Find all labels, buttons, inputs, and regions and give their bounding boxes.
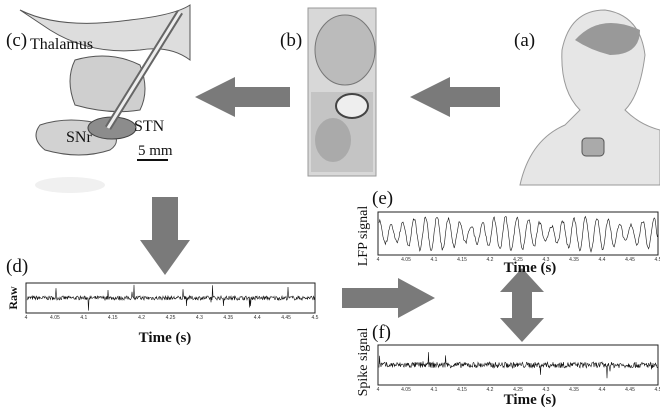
anatomy-drawing [20, 5, 190, 193]
x-tick-label: 4.05 [50, 315, 60, 321]
x-tick-label: 4.4 [599, 387, 606, 393]
x-tick-label: 4.15 [108, 315, 118, 321]
x-tick-label: 4.2 [487, 257, 494, 263]
panel-label: (c) [6, 30, 27, 51]
x-axis-label: Time (s) [504, 260, 557, 276]
x-tick-label: 4.45 [281, 315, 291, 321]
anatomy-label: Thalamus [30, 36, 93, 53]
figure: 4 4.05 4.1 4.15 4.2 4.25 4.3 4.35 4.4 4.45 4.5 4 4.0… [0, 0, 660, 409]
arrow [140, 197, 190, 275]
x-tick-label: 4.3 [196, 315, 203, 321]
x-axis-label: Time (s) [504, 392, 557, 408]
x-tick-label: 4 [25, 315, 28, 321]
panel-label: (b) [280, 30, 302, 51]
arrow [342, 278, 435, 318]
arrow [195, 77, 290, 117]
x-tick-label: 4.4 [254, 315, 261, 321]
arrow [500, 268, 544, 342]
x-tick-label: 4.15 [457, 387, 467, 393]
x-tick-label: 4.15 [457, 257, 467, 263]
panel-label: (e) [372, 188, 393, 209]
panel-label: (d) [6, 256, 28, 277]
anatomy-label: SNr [66, 129, 92, 146]
x-tick-label: 4.45 [625, 387, 635, 393]
x-tick-label: 4.2 [138, 315, 145, 321]
anatomy-label: STN [134, 118, 165, 135]
y-axis-label: Raw [6, 286, 20, 310]
patient-image [520, 10, 660, 185]
surgery-image [308, 8, 376, 176]
x-tick-label: 4.4 [599, 257, 606, 263]
x-tick-label: 4.05 [401, 257, 411, 263]
x-tick-label: 4 [377, 257, 380, 263]
x-tick-label: 4.35 [569, 387, 579, 393]
x-tick-label: 4 [377, 387, 380, 393]
x-tick-label: 4.25 [166, 315, 176, 321]
x-tick-label: 4.5 [655, 257, 660, 263]
x-tick-label: 4.35 [569, 257, 579, 263]
x-tick-label: 4.5 [312, 315, 319, 321]
x-tick-label: 4.35 [223, 315, 233, 321]
x-tick-label: 4.1 [80, 315, 87, 321]
y-axis-label: Spike signal [356, 327, 371, 396]
x-tick-label: 4.05 [401, 387, 411, 393]
scale-label: 5 mm [138, 143, 173, 159]
x-axis-label: Time (s) [139, 330, 192, 346]
x-tick-label: 4.1 [431, 387, 438, 393]
x-tick-label: 4.5 [655, 387, 660, 393]
x-tick-label: 4.45 [625, 257, 635, 263]
panel-label: (f) [372, 322, 391, 343]
x-tick-label: 4.1 [431, 257, 438, 263]
x-tick-label: 4.2 [487, 387, 494, 393]
y-axis-label: LFP signal [356, 206, 371, 267]
arrow [410, 77, 500, 117]
panel-label: (a) [514, 30, 535, 51]
